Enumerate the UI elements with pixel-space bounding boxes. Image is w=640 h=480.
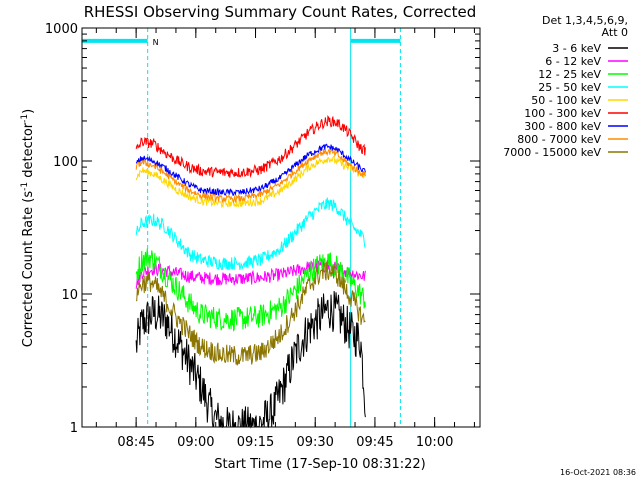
legend-entry-label: 50 - 100 keV xyxy=(531,94,601,107)
y-axis-label-part: ) xyxy=(21,109,36,114)
legend-entry-label: 25 - 50 keV xyxy=(538,81,601,94)
plot-frame xyxy=(81,27,481,428)
legend-entry-label: 3 - 6 keV xyxy=(552,42,601,55)
legend-entry-label: 800 - 7000 keV xyxy=(517,133,601,146)
y-axis-label-part: detector xyxy=(21,122,36,182)
legend-header-attenuator: Att 0 xyxy=(602,26,628,39)
footer-timestamp: 16-Oct-2021 08:36 xyxy=(560,468,636,477)
y-axis-label: Corrected Count Rate (s-1 detector-1) xyxy=(20,109,36,347)
y-tick-label: 10 xyxy=(61,288,78,303)
x-tick-label: 09:30 xyxy=(296,435,333,450)
x-tick-label: 09:45 xyxy=(356,435,393,450)
y-axis: 1 10 100 1000 xyxy=(45,22,480,436)
series-line xyxy=(135,197,366,271)
series-line xyxy=(135,155,366,209)
y-tick-label: 1000 xyxy=(45,22,78,37)
series-line xyxy=(135,143,366,197)
x-axis-label: Start Time (17-Sep-10 08:31:22) xyxy=(214,457,425,472)
series-line xyxy=(135,290,366,429)
x-tick-label: 09:00 xyxy=(177,435,214,450)
y-axis-label-part: Corrected Count Rate (s xyxy=(21,191,36,348)
y-tick-label: 100 xyxy=(53,155,78,170)
legend-entry-label: 6 - 12 keV xyxy=(545,55,601,68)
x-tick-label: 10:00 xyxy=(416,435,453,450)
legend-header-detectors: Det 1,3,4,5,6,9, xyxy=(542,14,628,27)
y-axis-label-superscript: -1 xyxy=(20,114,30,123)
x-tick-label: 09:15 xyxy=(237,435,274,450)
legend-entry-label: 12 - 25 keV xyxy=(538,68,601,81)
flag-label: N xyxy=(153,38,159,47)
series-line xyxy=(135,115,366,179)
chart-title: RHESSI Observing Summary Count Rates, Co… xyxy=(84,3,477,21)
y-axis-label-superscript: -1 xyxy=(20,182,30,191)
legend-entry-label: 100 - 300 keV xyxy=(524,107,601,120)
attenuator-flags: N xyxy=(82,38,401,47)
x-tick-label: 08:45 xyxy=(117,435,154,450)
series-line xyxy=(136,260,366,366)
legend-entry-label: 300 - 800 keV xyxy=(524,120,601,133)
x-axis: 08:45 09:00 09:15 09:30 09:45 10:00 xyxy=(95,28,475,450)
series-line xyxy=(135,148,366,204)
time-markers xyxy=(147,28,401,427)
legend-entry-label: 7000 - 15000 keV xyxy=(503,146,601,159)
y-tick-label: 1 xyxy=(70,421,78,436)
series-layer xyxy=(135,115,366,429)
